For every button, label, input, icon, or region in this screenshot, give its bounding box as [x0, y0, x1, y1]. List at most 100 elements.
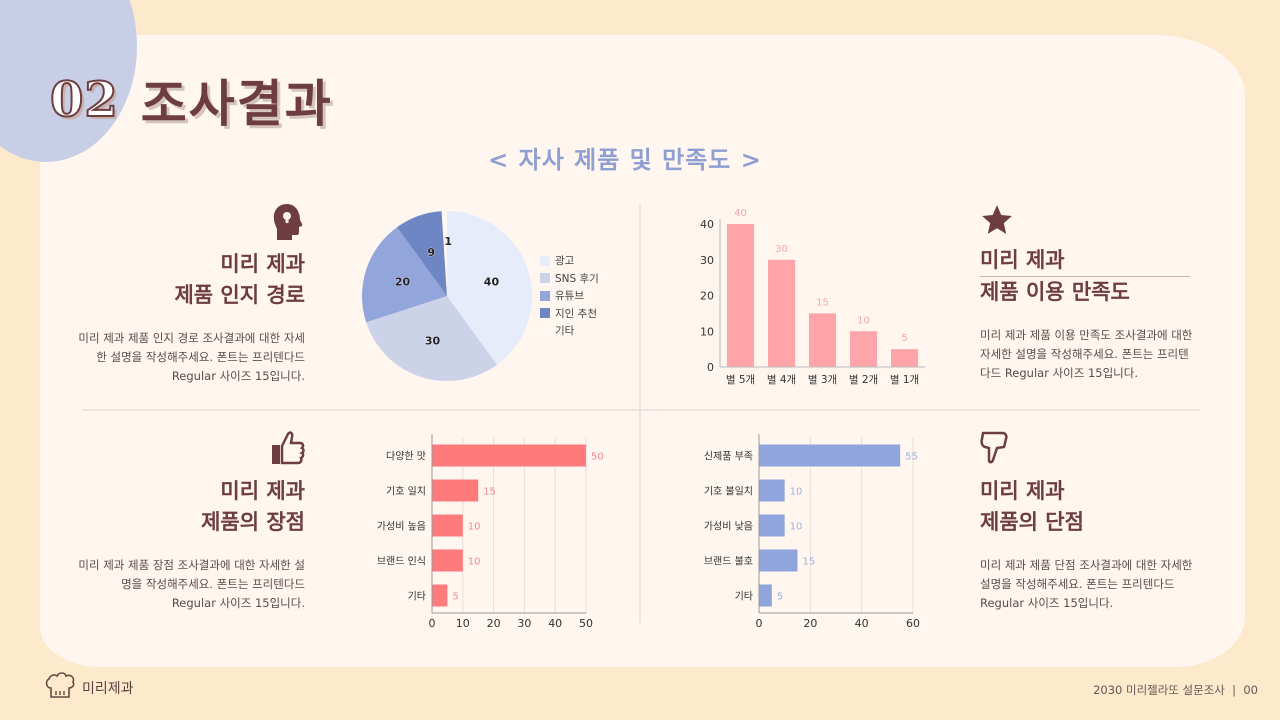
bar	[768, 259, 796, 367]
y-tick-label: 다양한 맛	[386, 451, 426, 463]
strengths-block: 미리 제과 제품의 장점 미리 제과 제품 장점 조사결과에 대한 자세한 설명…	[75, 430, 305, 613]
y-tick-label: 기호 일치	[386, 486, 426, 498]
awareness-description: 미리 제과 제품 인지 경로 조사결과에 대한 자세한 설명을 작성해주세요. …	[78, 331, 305, 383]
legend-swatch	[540, 290, 550, 301]
horizontal-divider	[82, 409, 1200, 411]
bar-value: 15	[803, 557, 816, 568]
pie-slice	[441, 211, 447, 296]
footer-page-info: 2030 미리젤라또 설문조사 | 00	[1093, 683, 1258, 697]
y-tick-label: 40	[700, 218, 714, 231]
legend-item: 기타	[540, 322, 599, 340]
bar-value: 10	[468, 557, 481, 568]
bar	[432, 514, 463, 537]
legend-label: 지인 추천	[555, 307, 597, 320]
y-tick-label: 30	[700, 254, 714, 267]
pie-label: 40	[484, 276, 500, 289]
bar	[432, 584, 448, 607]
y-tick-label: 브랜드 인식	[377, 556, 426, 568]
legend-item: 유튜브	[540, 287, 599, 305]
subtitle: < 자사 제품 및 만족도 >	[488, 146, 762, 174]
x-tick-label: 40	[548, 617, 562, 630]
y-tick-label: 0	[707, 361, 714, 374]
y-tick-label: 신제품 부족	[704, 451, 753, 463]
legend-swatch	[540, 273, 550, 284]
weaknesses-bar-chart: 0 20 40 60 55 신제품 부족 10 기호 불일치 10 가성비 낮음 15 브랜드 불호 5…	[704, 434, 920, 630]
x-tick-label: 20	[487, 617, 501, 630]
y-tick-label: 기타	[735, 591, 753, 603]
bar	[759, 584, 772, 607]
x-tick-label: 10	[456, 617, 470, 630]
y-tick-label: 가성비 낮음	[704, 521, 753, 533]
pie-label: 20	[395, 276, 411, 289]
satisfaction-bar-chart: 0 10 20 30 40 40 별 5개 30 별 4개 15 별 3개 10 별 2개 5 별 1개	[700, 208, 925, 386]
satisfaction-description: 미리 제과 제품 이용 만족도 조사결과에 대한 자세한 설명을 작성해주세요.…	[980, 328, 1193, 380]
pie-slice	[366, 296, 497, 381]
legend-item: 지인 추천	[540, 305, 599, 323]
awareness-pie-chart: 40 30 20 91	[362, 211, 532, 381]
satisfaction-title-line2: 제품 이용 만족도	[980, 280, 1130, 304]
bar-value: 10	[468, 522, 481, 533]
bar	[759, 514, 785, 537]
section-title: 조사결과	[140, 75, 333, 133]
bar	[727, 224, 755, 367]
weaknesses-title-line2: 제품의 단점	[980, 510, 1084, 534]
y-tick-label: 20	[700, 290, 714, 303]
x-tick-label: 별 3개	[808, 374, 837, 386]
bar	[759, 549, 798, 572]
head-lightbulb-icon	[75, 203, 305, 243]
legend-item: 광고	[540, 252, 599, 270]
bar	[850, 331, 878, 367]
strengths-title-line1: 미리 제과	[220, 479, 305, 503]
bar-value: 10	[857, 315, 870, 326]
y-tick-label: 가성비 높음	[377, 521, 426, 533]
x-tick-label: 별 2개	[849, 374, 878, 386]
bar	[432, 549, 463, 572]
strengths-description: 미리 제과 제품 장점 조사결과에 대한 자세한 설명을 작성해주세요. 폰트는…	[78, 558, 305, 610]
section-number: 02	[49, 71, 119, 129]
bar-value: 30	[775, 244, 788, 255]
bar-value: 40	[734, 208, 747, 219]
awareness-title-line2: 제품 인지 경로	[174, 283, 305, 307]
bar-value: 55	[905, 452, 918, 463]
bar-value: 5	[452, 592, 458, 603]
bar	[759, 479, 785, 502]
pie-slice	[447, 211, 532, 365]
pie-label: 1	[444, 235, 452, 248]
legend-label: 유튜브	[555, 290, 584, 303]
legend-label: SNS 후기	[555, 272, 599, 285]
bar-value: 10	[790, 487, 803, 498]
bar	[432, 479, 479, 502]
bar-value: 15	[483, 487, 496, 498]
bar-value: 10	[790, 522, 803, 533]
y-tick-label: 기타	[408, 591, 426, 603]
y-tick-label: 10	[700, 325, 714, 338]
bar	[759, 444, 901, 467]
y-tick-label: 기호 불일치	[704, 486, 753, 498]
bar-value: 5	[901, 333, 907, 344]
weaknesses-description: 미리 제과 제품 단점 조사결과에 대한 자세한 설명을 작성해주세요. 폰트는…	[980, 558, 1193, 610]
bar-value: 5	[777, 592, 783, 603]
bar	[432, 444, 586, 467]
legend-swatch	[540, 255, 550, 266]
legend-item: SNS 후기	[540, 270, 599, 288]
x-tick-label: 20	[803, 617, 817, 630]
x-tick-label: 0	[756, 617, 763, 630]
bar	[891, 349, 919, 367]
strengths-title-line2: 제품의 장점	[201, 510, 305, 534]
footer-brand: 미리제과	[82, 681, 134, 697]
x-tick-label: 30	[517, 617, 531, 630]
pie-label: 9	[427, 246, 435, 259]
pie-slice	[397, 211, 447, 296]
x-tick-label: 별 5개	[726, 374, 755, 386]
bar	[809, 313, 837, 367]
x-tick-label: 50	[579, 617, 593, 630]
pie-label: 30	[425, 334, 441, 347]
strengths-bar-chart: 0 10 20 30 40 50 50 다양한 맛 15 기호 일치 10 가성비 높음 10 브랜드 인…	[377, 434, 604, 630]
footer-logo: 미리제과	[44, 672, 134, 704]
legend-swatch	[540, 325, 550, 336]
content-panel	[40, 35, 1245, 667]
awareness-title-line1: 미리 제과	[220, 252, 305, 276]
x-tick-label: 별 4개	[767, 374, 796, 386]
y-tick-label: 브랜드 불호	[704, 556, 753, 568]
